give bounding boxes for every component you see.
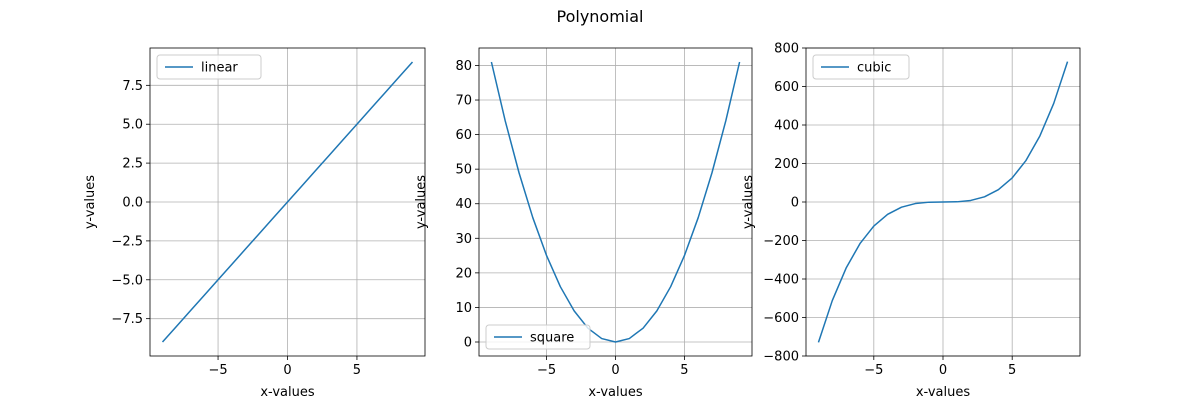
- y-tick-label: 2.5: [122, 157, 143, 172]
- legend: square: [485, 324, 591, 350]
- legend-label: linear: [201, 61, 238, 76]
- x-tick-label: 0: [283, 363, 291, 378]
- y-tick-label: 30: [455, 232, 472, 247]
- legend-label: square: [530, 331, 574, 346]
- legend-box: [812, 54, 910, 80]
- x-axis-label: x-values: [916, 385, 971, 400]
- y-tick-label: 600: [774, 80, 799, 95]
- y-tick-label: 800: [774, 42, 799, 57]
- y-axis-label: y-values: [83, 175, 98, 229]
- y-axis-label: y-values: [741, 175, 756, 229]
- y-tick-label: −600: [763, 311, 799, 326]
- x-tick-label: 5: [680, 363, 688, 378]
- y-tick-label: −400: [763, 273, 799, 288]
- y-tick-label: −2.5: [111, 234, 143, 249]
- cubic-panel: −5 0 5 −800 −600 −400 −200 0 200 400 600 800 x-value…: [741, 42, 1081, 400]
- x-axis-label: x-values: [588, 385, 643, 400]
- y-tick-label: −200: [763, 234, 799, 249]
- legend-box: [485, 324, 591, 350]
- figure-title: Polynomial: [557, 7, 644, 26]
- x-tick-label: 5: [353, 363, 361, 378]
- series-line-cubic: [817, 61, 1069, 343]
- legend-box: [156, 54, 262, 80]
- x-tick-label: −5: [864, 363, 883, 378]
- y-tick-label: −5.0: [111, 273, 143, 288]
- y-tick-label: 7.5: [122, 79, 143, 94]
- y-axis-label: y-values: [414, 175, 429, 229]
- y-tick-label: 40: [455, 197, 472, 212]
- legend: linear: [156, 54, 262, 80]
- linear-panel: −5 0 5 −7.5 −5.0 −2.5 0.0 2.5 5.0 7.5 x-values y-va…: [83, 47, 426, 400]
- y-tick-label: 0: [791, 196, 799, 211]
- y-tick-label: 70: [455, 94, 472, 109]
- x-axis-label: x-values: [260, 385, 315, 400]
- series-line-linear: [161, 61, 414, 343]
- legend: cubic: [812, 54, 910, 80]
- x-tick-label: 0: [939, 363, 947, 378]
- y-tick-label: 20: [455, 266, 472, 281]
- y-tick-label: 80: [455, 59, 472, 74]
- square-panel: −5 0 501020304050607080x-valuesy-valuessqu…: [414, 47, 753, 400]
- y-tick-label: 10: [455, 301, 472, 316]
- y-tick-label: 400: [774, 119, 799, 134]
- y-tick-label: 0: [464, 336, 472, 351]
- legend-label: cubic: [857, 61, 891, 76]
- series-line-square: [490, 61, 741, 343]
- y-tick-label: 50: [455, 163, 472, 178]
- y-tick-label: 200: [774, 157, 799, 172]
- x-tick-label: −5: [208, 363, 227, 378]
- y-tick-label: −800: [763, 350, 799, 365]
- y-tick-label: −7.5: [111, 312, 143, 327]
- x-tick-label: 5: [1008, 363, 1016, 378]
- y-tick-label: 5.0: [122, 118, 143, 133]
- x-tick-label: 0: [611, 363, 619, 378]
- x-tick-label: −5: [537, 363, 556, 378]
- y-tick-label: 0.0: [122, 196, 143, 211]
- y-tick-label: 60: [455, 128, 472, 143]
- subplot-panels: −5 0 5 −7.5 −5.0 −2.5 0.0 2.5 5.0 7.5 x-values y-va…: [83, 42, 1081, 400]
